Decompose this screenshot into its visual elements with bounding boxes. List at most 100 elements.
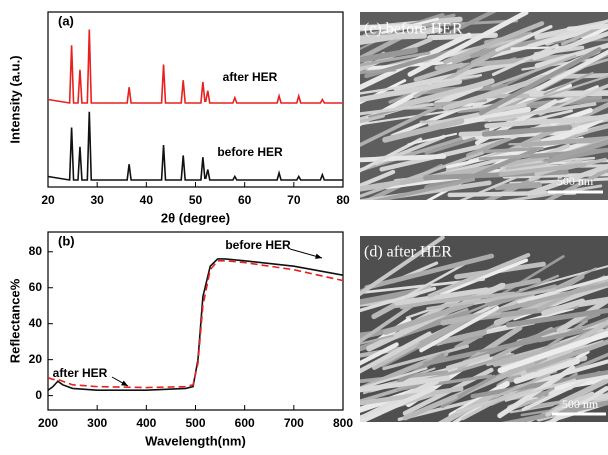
y-tick-label: 20 bbox=[29, 352, 43, 366]
nanorod bbox=[536, 49, 608, 91]
nanorod bbox=[419, 305, 500, 353]
x-tick-label: 50 bbox=[189, 193, 203, 207]
nanorod bbox=[547, 267, 597, 292]
data-line bbox=[47, 258, 344, 392]
y-tick-label: 40 bbox=[29, 316, 43, 330]
nanorod bbox=[482, 146, 544, 154]
nanorod bbox=[428, 102, 527, 127]
nanorod bbox=[526, 163, 608, 197]
nanorod bbox=[382, 300, 475, 335]
nanorod bbox=[504, 184, 603, 200]
image-label: (d) after HER bbox=[364, 244, 452, 261]
sem-image bbox=[360, 236, 608, 422]
nanorod bbox=[516, 275, 608, 304]
nanorod bbox=[449, 12, 497, 34]
x-tick-label: 400 bbox=[136, 416, 156, 430]
arrow-head bbox=[315, 253, 322, 259]
nanorod bbox=[443, 21, 545, 65]
series-label: before HER bbox=[217, 145, 283, 159]
nanorod bbox=[439, 258, 529, 296]
nanorod bbox=[360, 375, 451, 393]
nanorod bbox=[360, 137, 423, 173]
series-label: before HER bbox=[225, 238, 291, 252]
nanorod bbox=[497, 330, 608, 374]
nanorod bbox=[568, 373, 608, 384]
nanorod bbox=[382, 118, 465, 143]
y-tick-label: 60 bbox=[29, 280, 43, 294]
panel-label: (a) bbox=[58, 13, 74, 28]
panel-label: (b) bbox=[58, 233, 75, 248]
nanorod bbox=[360, 367, 428, 390]
series-label: after HER bbox=[53, 366, 108, 380]
y-axis-label: Reflectance% bbox=[7, 278, 22, 363]
y-tick-label: 0 bbox=[35, 388, 42, 402]
nanorod bbox=[360, 73, 483, 95]
scale-label: 500 nm bbox=[562, 397, 599, 411]
nanorod bbox=[372, 177, 476, 200]
nanorod bbox=[442, 74, 549, 111]
nanorod bbox=[360, 102, 446, 147]
nanorod bbox=[360, 378, 440, 422]
nanorod bbox=[495, 25, 553, 52]
x-axis-label: Wavelength(nm) bbox=[145, 433, 246, 448]
x-tick-label: 300 bbox=[87, 416, 107, 430]
nanorod bbox=[382, 344, 469, 371]
nanorod bbox=[574, 316, 608, 332]
nanorod bbox=[360, 114, 385, 124]
nanorod bbox=[496, 281, 608, 313]
x-tick-label: 60 bbox=[238, 193, 252, 207]
nanorod bbox=[491, 43, 559, 77]
nanorod bbox=[528, 90, 608, 97]
nanorod bbox=[501, 400, 608, 422]
nanorod bbox=[545, 391, 595, 417]
nanorod bbox=[483, 175, 541, 200]
nanorod bbox=[519, 265, 608, 292]
nanorod bbox=[498, 162, 587, 177]
nanorod bbox=[362, 103, 495, 125]
x-tick-label: 70 bbox=[287, 193, 301, 207]
nanorod bbox=[543, 71, 594, 96]
nanorod bbox=[407, 132, 458, 146]
nanorod bbox=[445, 353, 490, 371]
nanorod bbox=[360, 334, 394, 345]
y-axis-label: Intensity (a.u.) bbox=[7, 55, 22, 143]
nanorod bbox=[525, 339, 608, 373]
nanorod bbox=[505, 307, 608, 328]
nanorod bbox=[427, 252, 531, 298]
nanorod bbox=[437, 391, 497, 422]
nanorod bbox=[360, 79, 463, 103]
nanorod bbox=[360, 286, 437, 313]
nanorod bbox=[371, 341, 421, 370]
nanorod bbox=[360, 370, 449, 384]
nanorod bbox=[399, 263, 465, 301]
nanorod bbox=[478, 47, 602, 116]
nanorod bbox=[534, 42, 608, 69]
arrow-head bbox=[121, 380, 128, 386]
nanorod bbox=[360, 236, 445, 297]
data-line bbox=[47, 29, 343, 104]
nanorod bbox=[360, 169, 396, 188]
nanorod bbox=[360, 151, 485, 198]
nanorod bbox=[457, 374, 496, 399]
nanorod bbox=[426, 288, 557, 311]
nanorod bbox=[504, 378, 576, 402]
nanorod bbox=[433, 83, 484, 107]
scale-label: 500 nm bbox=[557, 174, 594, 188]
nanorod bbox=[394, 291, 516, 309]
x-tick-label: 200 bbox=[38, 416, 58, 430]
nanorod bbox=[360, 51, 431, 67]
nanorod bbox=[531, 31, 608, 61]
sem-image bbox=[360, 12, 608, 200]
nanorod bbox=[413, 62, 464, 82]
nanorod bbox=[521, 135, 608, 148]
data-line bbox=[47, 259, 344, 389]
nanorod bbox=[360, 153, 447, 163]
nanorod bbox=[566, 23, 608, 32]
nanorod bbox=[360, 303, 415, 344]
nanorod bbox=[360, 331, 432, 374]
nanorod bbox=[360, 102, 434, 116]
x-tick-label: 800 bbox=[333, 416, 353, 430]
nanorod bbox=[407, 12, 529, 77]
nanorod bbox=[513, 358, 581, 384]
